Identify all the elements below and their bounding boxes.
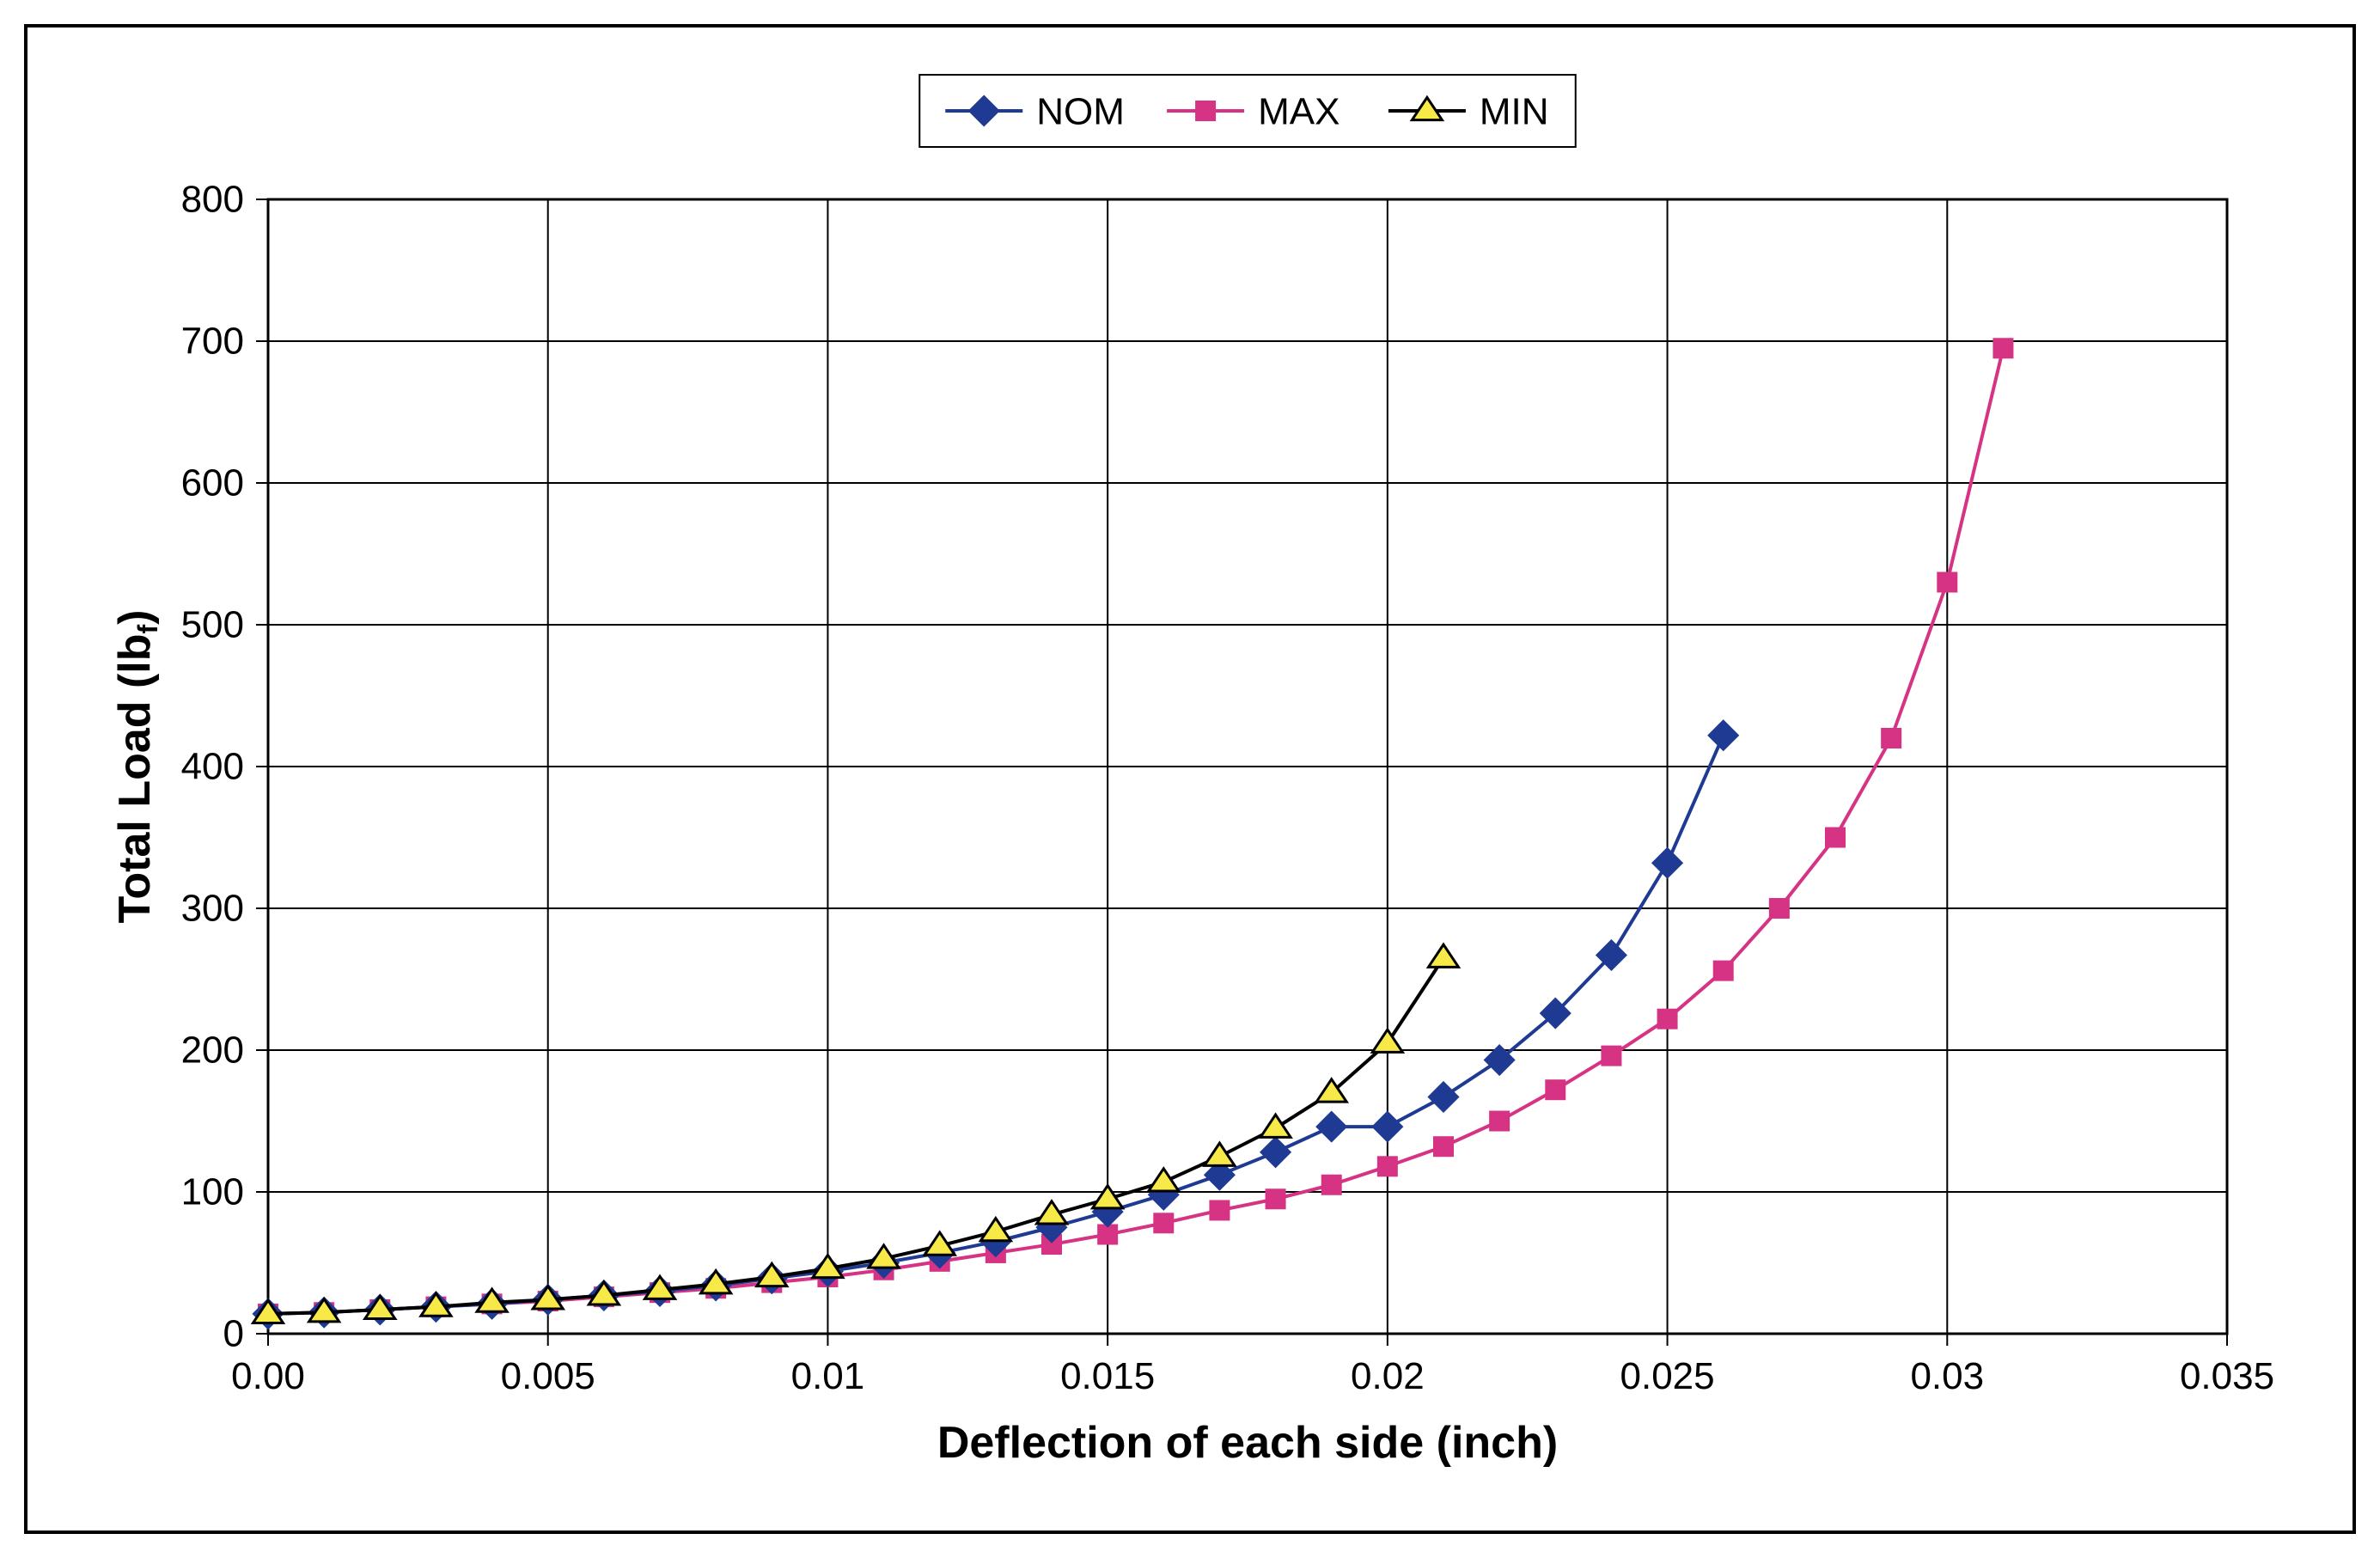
ytick-label: 500 bbox=[181, 604, 244, 646]
marker-square bbox=[1196, 101, 1215, 120]
marker-square bbox=[1266, 1189, 1285, 1208]
marker-square bbox=[1938, 573, 1956, 592]
xtick-label: 0.015 bbox=[1060, 1355, 1155, 1397]
xtick-label: 0.035 bbox=[2180, 1355, 2274, 1397]
legend-label-max: MAX bbox=[1258, 90, 1340, 132]
x-axis-title: Deflection of each side (inch) bbox=[937, 1418, 1558, 1468]
marker-square bbox=[1658, 1010, 1677, 1029]
chart-border: 0.00 0.005 0.01 0.015 0.02 0.025 0.03 0.035 0 100… bbox=[24, 24, 2356, 1534]
ytick-label: 700 bbox=[181, 321, 244, 363]
marker-square bbox=[1210, 1201, 1229, 1219]
marker-square bbox=[1378, 1157, 1397, 1176]
xtick-label: 0.01 bbox=[791, 1355, 865, 1397]
chart-outer-frame: 0.00 0.005 0.01 0.015 0.02 0.025 0.03 0.035 0 100… bbox=[0, 0, 2380, 1558]
ytick-label: 100 bbox=[181, 1171, 244, 1213]
marker-square bbox=[1098, 1225, 1117, 1244]
marker-square bbox=[1882, 729, 1901, 748]
ytick-label: 0 bbox=[223, 1313, 244, 1355]
marker-square bbox=[1490, 1112, 1509, 1131]
xtick-label: 0.02 bbox=[1351, 1355, 1425, 1397]
marker-square bbox=[1322, 1176, 1341, 1194]
marker-square bbox=[1826, 828, 1845, 847]
marker-square bbox=[1546, 1080, 1565, 1099]
chart-svg: 0.00 0.005 0.01 0.015 0.02 0.025 0.03 0.035 0 100… bbox=[27, 27, 2353, 1531]
ytick-label: 300 bbox=[181, 888, 244, 930]
ytick-label: 800 bbox=[181, 179, 244, 221]
ytick-label: 400 bbox=[181, 746, 244, 788]
xtick-label: 0.025 bbox=[1620, 1355, 1715, 1397]
ytick-label: 200 bbox=[181, 1030, 244, 1072]
ytick-label: 600 bbox=[181, 462, 244, 504]
marker-square bbox=[1993, 339, 2012, 357]
marker-square bbox=[1770, 899, 1789, 918]
xtick-label: 0.005 bbox=[501, 1355, 595, 1397]
xtick-label: 0.00 bbox=[231, 1355, 305, 1397]
marker-square bbox=[1714, 962, 1733, 981]
marker-square bbox=[1602, 1047, 1620, 1066]
marker-square bbox=[1154, 1213, 1173, 1232]
legend-label-min: MIN bbox=[1480, 90, 1549, 132]
y-axis-title: Total Load (lbf) bbox=[110, 610, 163, 924]
legend-label-nom: NOM bbox=[1036, 90, 1125, 132]
marker-square bbox=[1434, 1137, 1453, 1156]
xtick-label: 0.03 bbox=[1910, 1355, 1984, 1397]
